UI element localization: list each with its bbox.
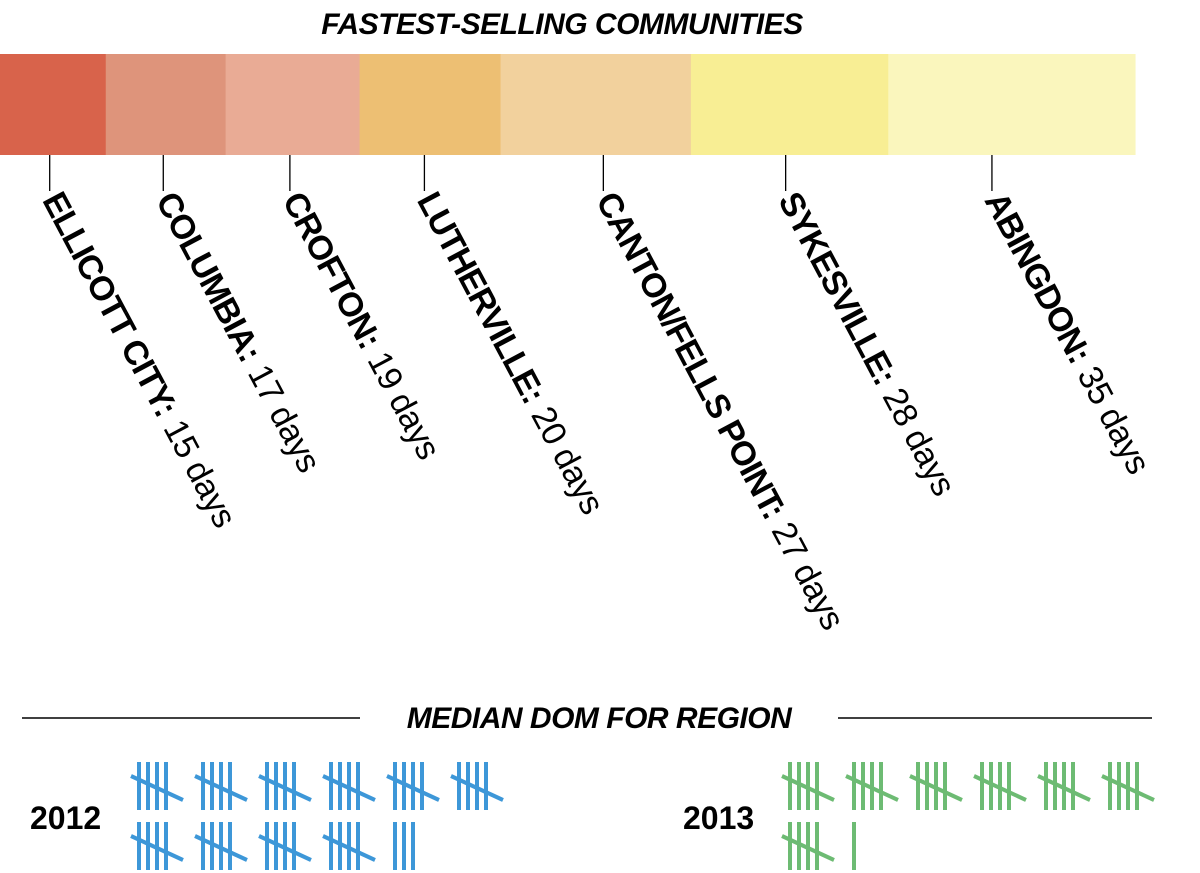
tally-slash (194, 774, 248, 802)
bar-segment-4 (359, 54, 502, 155)
bar-segment-5 (500, 54, 692, 155)
bar-segment-7 (888, 54, 1136, 155)
tally-slash (322, 834, 376, 862)
chart-title: FASTEST-SELLING COMMUNITIES (321, 8, 803, 41)
tally-slash (450, 774, 504, 802)
tally-group-2012-11 (393, 822, 415, 870)
tally-slash (386, 774, 440, 802)
tally-slash (194, 834, 248, 862)
year-label-2012: 2012 (30, 800, 101, 836)
tally-group-2012-7 (130, 822, 184, 870)
tally-group-2012-9 (258, 822, 312, 870)
tick-layer (49, 155, 993, 191)
tally-group-2013-7 (781, 822, 835, 870)
community-label-6: SYKESVILLE:28 days (771, 186, 963, 502)
tally-slash (258, 774, 312, 802)
tally-group-2012-1 (130, 762, 184, 810)
tally-group-2012-4 (322, 762, 376, 810)
bar-segment-6 (690, 54, 889, 155)
year-label-2013: 2013 (683, 800, 754, 836)
tally-slash (322, 774, 376, 802)
tally-group-2012-2 (194, 762, 248, 810)
community-label-1: ELLICOTT CITY:15 days (35, 186, 244, 534)
tally-group-2012-3 (258, 762, 312, 810)
tally-group-2012-8 (194, 822, 248, 870)
tally-group-2013-6 (1101, 762, 1155, 810)
tally-layer (130, 762, 1155, 870)
tally-group-2012-6 (450, 762, 504, 810)
bar-segment-1 (0, 54, 107, 155)
tally-slash (1037, 774, 1091, 802)
bar-segment-3 (225, 54, 361, 155)
median-title: MEDIAN DOM FOR REGION (407, 702, 793, 735)
community-label-4: LUTHERVILLE:20 days (409, 186, 611, 520)
tally-slash (973, 774, 1027, 802)
tally-group-2013-1 (781, 762, 835, 810)
tally-slash (781, 774, 835, 802)
tally-slash (1101, 774, 1155, 802)
tally-group-2013-4 (973, 762, 1027, 810)
tally-group-2012-5 (386, 762, 440, 810)
tally-slash (130, 774, 184, 802)
bar-layer (0, 54, 1136, 155)
tally-group-2012-10 (322, 822, 376, 870)
tally-group-2013-5 (1037, 762, 1091, 810)
tally-slash (845, 774, 899, 802)
tally-slash (130, 834, 184, 862)
tally-group-2013-2 (845, 762, 899, 810)
tally-slash (258, 834, 312, 862)
tally-slash (909, 774, 963, 802)
community-label-7: ABINGDON:35 days (977, 186, 1158, 480)
tally-slash (781, 834, 835, 862)
tally-group-2013-3 (909, 762, 963, 810)
bar-segment-2 (105, 54, 227, 155)
